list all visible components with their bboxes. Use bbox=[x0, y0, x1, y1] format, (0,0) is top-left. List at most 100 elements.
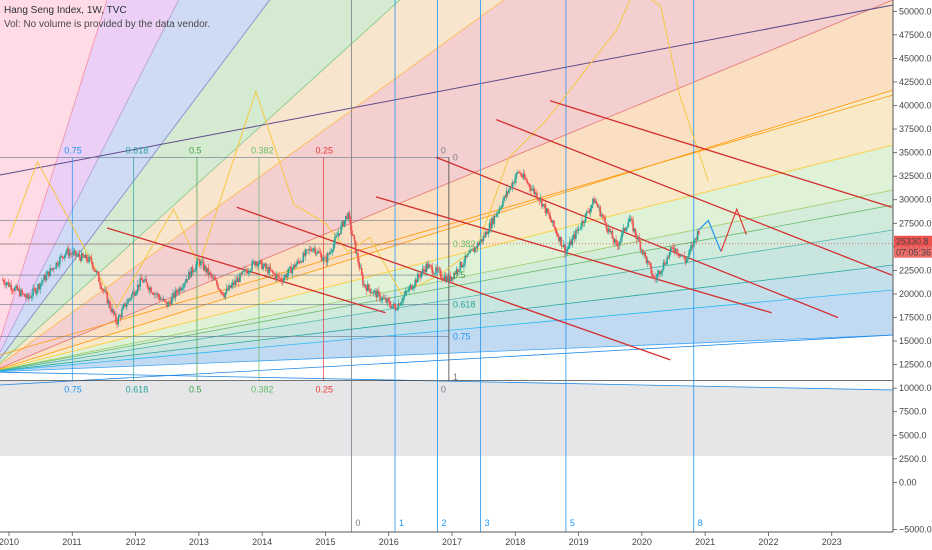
candle-body bbox=[403, 294, 406, 298]
candle-body bbox=[186, 279, 189, 281]
candle-body bbox=[478, 242, 481, 246]
candle-body bbox=[525, 178, 527, 181]
candle-body bbox=[572, 234, 575, 239]
candle-body bbox=[421, 268, 424, 273]
candle-body bbox=[236, 278, 239, 283]
candle-body bbox=[230, 285, 233, 288]
fib-label-inner: 0.618 bbox=[453, 299, 476, 309]
channel-line bbox=[549, 100, 893, 208]
candle-body bbox=[471, 248, 474, 250]
candle-body bbox=[314, 248, 317, 255]
candle-body bbox=[60, 255, 62, 258]
candle-body bbox=[32, 288, 34, 296]
candle-body bbox=[652, 276, 655, 277]
candle-body bbox=[107, 300, 110, 304]
candle-body bbox=[461, 265, 464, 268]
candle-body bbox=[498, 208, 501, 213]
candle-body bbox=[212, 277, 215, 279]
candle-body bbox=[48, 271, 50, 277]
time-cycles-layer bbox=[350, 0, 695, 532]
candle-body bbox=[379, 292, 381, 300]
candle-body bbox=[363, 284, 365, 286]
candle-body bbox=[117, 316, 120, 325]
candle-body bbox=[623, 227, 626, 231]
candle-body bbox=[317, 251, 319, 254]
candle-body bbox=[71, 253, 73, 255]
candle-body bbox=[160, 299, 162, 301]
candle-body bbox=[138, 284, 140, 287]
candle-body bbox=[476, 243, 479, 249]
candle-body bbox=[63, 254, 66, 259]
candle-body bbox=[578, 228, 581, 230]
fan-line bbox=[0, 0, 401, 364]
candle-body bbox=[369, 288, 372, 293]
candle-body bbox=[156, 293, 159, 295]
candle-body bbox=[174, 290, 177, 298]
symbol-title[interactable]: Hang Seng Index, 1W, TVC bbox=[4, 5, 127, 16]
candle-body bbox=[634, 228, 637, 236]
candle-body bbox=[549, 215, 552, 220]
candle-body bbox=[27, 294, 30, 299]
fan-line bbox=[0, 0, 180, 354]
price-badge-bg bbox=[894, 235, 932, 247]
candle-body bbox=[690, 245, 693, 249]
candle-body bbox=[190, 267, 193, 278]
candle-body bbox=[269, 267, 272, 271]
candle-body bbox=[595, 201, 598, 205]
candle-body bbox=[654, 276, 656, 279]
fan-line bbox=[0, 229, 893, 371]
fan-line bbox=[0, 0, 505, 366]
price-tick-label: 47500.0 bbox=[899, 30, 932, 40]
candle-body bbox=[268, 267, 271, 274]
candle-body bbox=[694, 238, 696, 240]
candle-body bbox=[197, 259, 200, 261]
fib-label-inner: 0 bbox=[453, 152, 458, 162]
candle-body bbox=[33, 288, 36, 290]
candle-body bbox=[409, 285, 412, 288]
candle-body bbox=[194, 269, 196, 272]
candle-body bbox=[611, 231, 614, 239]
candle-body bbox=[674, 248, 677, 252]
candle-body bbox=[405, 291, 408, 292]
price-tick-label: −5000.0 bbox=[899, 525, 932, 535]
candle-body bbox=[646, 260, 649, 264]
candle-body bbox=[199, 259, 201, 266]
price-tick-label: 32500.0 bbox=[899, 171, 932, 181]
candle-body bbox=[648, 260, 650, 263]
candle-body bbox=[615, 239, 617, 243]
candle-body bbox=[401, 301, 403, 304]
chart-legend: Hang Seng Index, 1W, TVC Vol: No volume … bbox=[4, 4, 210, 32]
candle-body bbox=[352, 234, 354, 236]
candle-body bbox=[228, 285, 230, 291]
candle-body bbox=[626, 227, 628, 230]
candle-body bbox=[274, 273, 277, 279]
candle-body bbox=[604, 217, 606, 223]
candle-body bbox=[192, 271, 195, 273]
candle-body bbox=[509, 186, 511, 190]
candle-body bbox=[539, 197, 542, 201]
candle-body bbox=[566, 248, 569, 252]
candle-body bbox=[511, 182, 514, 188]
candle-body bbox=[290, 266, 292, 274]
candle-body bbox=[84, 254, 87, 259]
candle-body bbox=[376, 290, 379, 298]
candle-body bbox=[422, 268, 425, 270]
candle-body bbox=[312, 248, 314, 252]
candle-body bbox=[214, 279, 217, 281]
candle-body bbox=[181, 287, 184, 289]
candle-body bbox=[162, 298, 165, 301]
candle-body bbox=[308, 248, 311, 251]
candle-body bbox=[388, 300, 391, 306]
gann-fan-layer bbox=[0, 0, 893, 391]
candle-body bbox=[72, 251, 75, 255]
candle-body bbox=[661, 269, 664, 273]
candle-body bbox=[315, 253, 318, 255]
candle-body bbox=[482, 236, 485, 242]
candle-body bbox=[606, 228, 609, 232]
candle-body bbox=[285, 274, 288, 278]
candle-body bbox=[136, 284, 139, 292]
candle-body bbox=[666, 256, 668, 264]
fib-label-inner: 1 bbox=[453, 372, 458, 382]
